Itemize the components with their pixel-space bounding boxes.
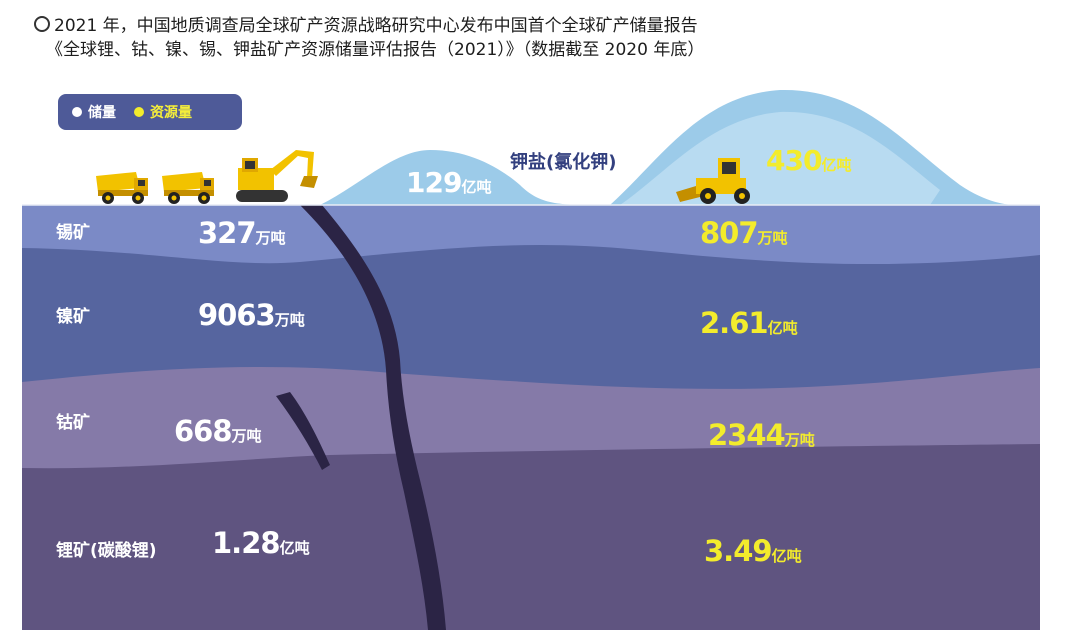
resources-dot-icon bbox=[134, 107, 144, 117]
nickel-name: 镍矿 bbox=[56, 307, 90, 327]
nickel-resource-value: 2.61亿吨 bbox=[700, 306, 798, 340]
nickel-resource-number: 2.61 bbox=[700, 306, 769, 340]
tin-reserve-number: 327 bbox=[198, 216, 257, 250]
dump-truck-icon bbox=[96, 172, 148, 204]
caption: 2021 年，中国地质调查局全球矿产资源战略研究中心发布中国首个全球矿产储量报告… bbox=[34, 14, 704, 62]
cobalt-reserve-value: 668万吨 bbox=[174, 414, 262, 448]
reserves-dot-icon bbox=[72, 107, 82, 117]
potash-reserve-value: 129亿吨 bbox=[406, 166, 491, 199]
potash-name: 钾盐(氯化钾) bbox=[510, 152, 617, 173]
legend-reserves-label: 储量 bbox=[88, 105, 116, 121]
cobalt-resource-unit: 万吨 bbox=[784, 431, 815, 449]
cobalt-resource-number: 2344 bbox=[708, 418, 786, 452]
nickel-reserve-number: 9063 bbox=[198, 298, 276, 332]
nickel-reserve-unit: 万吨 bbox=[274, 311, 305, 329]
ore-vein bbox=[300, 205, 446, 630]
nickel-reserve-value: 9063万吨 bbox=[198, 298, 305, 332]
ore-vein-branch bbox=[276, 392, 330, 470]
lithium-reserve-number: 1.28 bbox=[212, 526, 281, 560]
potash-resource-value: 430亿吨 bbox=[766, 144, 851, 177]
tin-name: 锡矿 bbox=[56, 223, 90, 243]
legend-reserves: 储量 bbox=[72, 102, 116, 122]
potash-resource-unit: 亿吨 bbox=[821, 156, 852, 174]
lithium-resource-value: 3.49亿吨 bbox=[704, 534, 802, 568]
lithium-reserve-value: 1.28亿吨 bbox=[212, 526, 310, 560]
potash-reserve-number: 129 bbox=[406, 166, 462, 199]
dump-truck-icon bbox=[162, 172, 214, 204]
lithium-reserve-unit: 亿吨 bbox=[279, 539, 310, 557]
tin-resource-unit: 万吨 bbox=[757, 229, 788, 247]
lithium-resource-number: 3.49 bbox=[704, 534, 773, 568]
caption-line-2: 《全球锂、钴、镍、锡、钾盐矿产资源储量评估报告（2021）》（数据截至 2020… bbox=[46, 40, 705, 60]
lithium-layer bbox=[22, 444, 1040, 630]
tin-reserve-value: 327万吨 bbox=[198, 216, 286, 250]
lithium-resource-unit: 亿吨 bbox=[771, 547, 802, 565]
cobalt-name: 钴矿 bbox=[56, 413, 90, 433]
bullet-icon bbox=[34, 16, 50, 32]
tin-resource-value: 807万吨 bbox=[700, 216, 788, 250]
tin-resource-number: 807 bbox=[700, 216, 759, 250]
legend: 储量 资源量 bbox=[58, 94, 242, 130]
legend-resources: 资源量 bbox=[134, 102, 192, 122]
cobalt-reserve-number: 668 bbox=[174, 414, 233, 448]
wheel-loader-icon bbox=[676, 158, 750, 204]
lithium-name: 锂矿(碳酸锂) bbox=[56, 541, 157, 561]
cobalt-reserve-unit: 万吨 bbox=[231, 427, 262, 445]
tin-reserve-unit: 万吨 bbox=[255, 229, 286, 247]
cobalt-resource-value: 2344万吨 bbox=[708, 418, 815, 452]
excavator-icon bbox=[236, 150, 318, 202]
potash-resource-number: 430 bbox=[766, 144, 822, 177]
legend-resources-label: 资源量 bbox=[150, 105, 192, 121]
potash-reserve-unit: 亿吨 bbox=[461, 178, 492, 196]
nickel-resource-unit: 亿吨 bbox=[767, 319, 798, 337]
caption-line-1: 2021 年，中国地质调查局全球矿产资源战略研究中心发布中国首个全球矿产储量报告 bbox=[54, 16, 698, 36]
potash-reserve-mound bbox=[320, 150, 600, 205]
